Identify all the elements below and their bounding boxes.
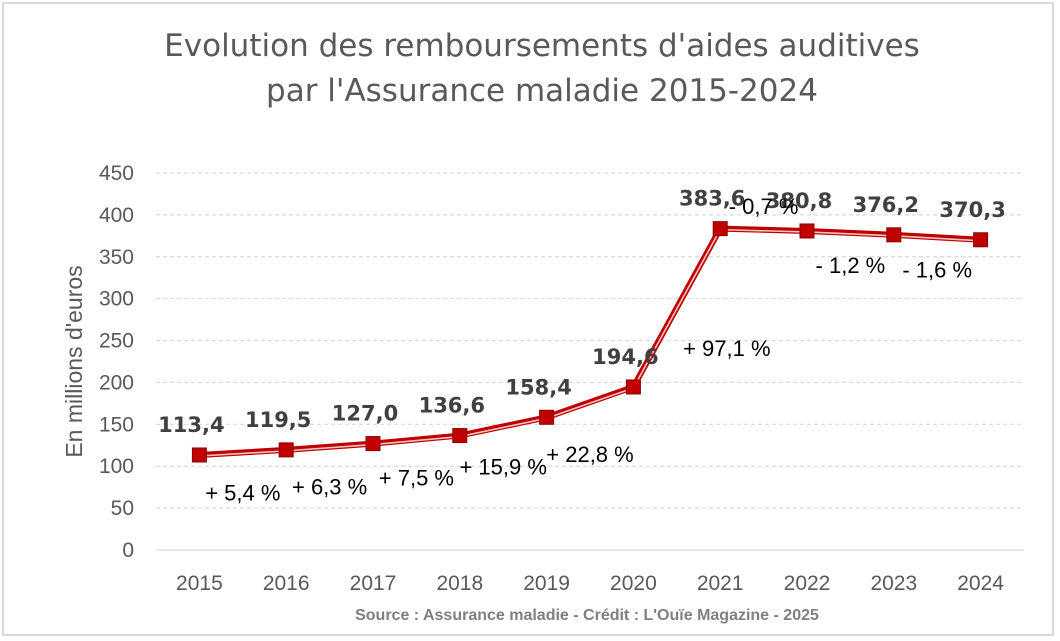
data-label: 158,4: [505, 375, 571, 399]
y-tick-label: 150: [99, 413, 134, 436]
data-point: [452, 428, 468, 444]
chart-source: Source : Assurance maladie - Crédit : L'…: [355, 607, 819, 624]
data-label: 380,8: [766, 189, 832, 213]
y-tick-label: 0: [122, 539, 134, 562]
x-tick-label: 2017: [350, 572, 397, 595]
x-tick-label: 2015: [176, 572, 223, 595]
change-label: - 1,2 %: [816, 253, 886, 278]
data-label: 376,2: [853, 193, 919, 217]
chart-title-line-2: par l'Assurance maladie 2015-2024: [266, 73, 818, 109]
change-label: - 0,7 %: [729, 194, 799, 219]
x-tick-label: 2022: [784, 572, 831, 595]
x-tick-label: 2018: [436, 572, 483, 595]
data-label: 370,3: [939, 198, 1005, 222]
y-tick-label: 400: [99, 204, 134, 227]
data-point: [625, 379, 641, 395]
x-tick-label: 2021: [697, 572, 744, 595]
chart-title: Evolution des remboursements d'aides aud…: [0, 24, 1060, 114]
series-line: [199, 225, 981, 458]
chart-title-line-1: Evolution des remboursements d'aides aud…: [164, 28, 920, 64]
x-tick-label: 2016: [263, 572, 310, 595]
data-point: [973, 232, 989, 248]
y-tick-label: 350: [99, 246, 134, 269]
y-tick-label: 50: [111, 497, 134, 520]
data-point: [712, 221, 728, 237]
y-tick-label: 300: [99, 288, 134, 311]
data-point: [191, 447, 207, 463]
y-tick-label: 200: [99, 371, 134, 394]
x-tick-label: 2023: [870, 572, 917, 595]
data-label: 383,6: [679, 187, 745, 211]
change-label: + 22,8 %: [546, 442, 633, 467]
data-point: [799, 223, 815, 239]
x-tick-label: 2024: [957, 572, 1004, 595]
y-axis-label: En millions d'euros: [61, 265, 87, 457]
change-label: + 5,4 %: [205, 480, 280, 505]
y-tick-label: 250: [99, 330, 134, 353]
change-label: + 7,5 %: [379, 466, 454, 491]
change-label: + 6,3 %: [292, 475, 367, 500]
data-label: 136,6: [419, 394, 485, 418]
y-tick-label: 100: [99, 455, 134, 478]
data-label: 127,0: [332, 402, 398, 426]
data-label: 119,5: [245, 408, 311, 432]
x-tick-label: 2020: [610, 572, 657, 595]
data-label: 194,6: [592, 345, 658, 369]
data-point: [539, 409, 555, 425]
data-point: [365, 436, 381, 452]
series-line-highlight: [199, 228, 981, 457]
change-label: - 1,6 %: [902, 257, 972, 282]
y-tick-label: 450: [99, 162, 134, 185]
x-tick-label: 2019: [523, 572, 570, 595]
change-label: + 97,1 %: [683, 336, 770, 361]
data-point: [278, 442, 294, 458]
change-label: + 15,9 %: [459, 454, 546, 479]
data-point: [886, 227, 902, 243]
data-label: 113,4: [158, 413, 224, 437]
